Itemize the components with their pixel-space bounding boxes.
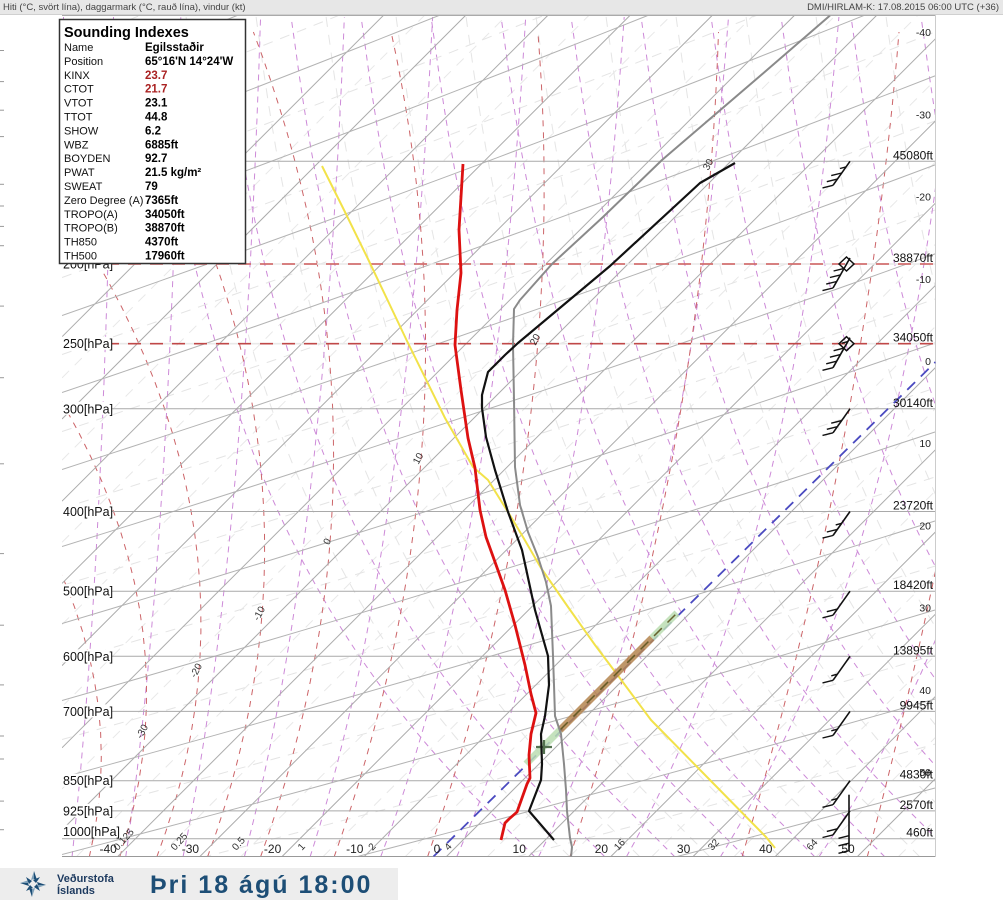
svg-text:30: 30 bbox=[677, 842, 691, 856]
svg-text:40: 40 bbox=[919, 685, 931, 697]
svg-text:21.5 kg/m²: 21.5 kg/m² bbox=[145, 167, 201, 179]
svg-text:SWEAT: SWEAT bbox=[64, 181, 103, 193]
svg-text:-40: -40 bbox=[916, 27, 931, 39]
svg-text:250[hPa]: 250[hPa] bbox=[63, 337, 113, 351]
svg-text:4370ft: 4370ft bbox=[145, 237, 178, 249]
svg-text:6885ft: 6885ft bbox=[145, 139, 178, 151]
svg-text:18420ft: 18420ft bbox=[893, 578, 934, 592]
svg-text:92.7: 92.7 bbox=[145, 153, 167, 165]
svg-text:400[hPa]: 400[hPa] bbox=[63, 505, 113, 519]
svg-text:DMI/HIRLAM-K: 17.08.2015 06:00: DMI/HIRLAM-K: 17.08.2015 06:00 UTC (+36) bbox=[807, 2, 999, 13]
svg-text:30: 30 bbox=[919, 603, 931, 615]
svg-text:17960ft: 17960ft bbox=[145, 251, 185, 263]
svg-text:20: 20 bbox=[919, 520, 931, 532]
svg-text:23720ft: 23720ft bbox=[893, 499, 934, 513]
svg-text:700[hPa]: 700[hPa] bbox=[63, 705, 113, 719]
svg-text:TTOT: TTOT bbox=[64, 112, 93, 124]
svg-text:0: 0 bbox=[434, 842, 441, 856]
svg-text:Hiti (°C, svört lína), daggarm: Hiti (°C, svört lína), daggarmark (°C, r… bbox=[3, 2, 246, 13]
svg-text:23.1: 23.1 bbox=[145, 98, 168, 110]
svg-text:34050ft: 34050ft bbox=[893, 331, 934, 345]
svg-text:Veðurstofa: Veðurstofa bbox=[57, 873, 115, 885]
svg-text:TH500: TH500 bbox=[64, 251, 97, 263]
svg-text:10: 10 bbox=[919, 438, 931, 450]
svg-text:CTOT: CTOT bbox=[64, 84, 94, 96]
svg-text:300[hPa]: 300[hPa] bbox=[63, 402, 113, 416]
svg-text:BOYDEN: BOYDEN bbox=[64, 153, 111, 165]
svg-text:23.7: 23.7 bbox=[145, 70, 167, 82]
svg-text:20: 20 bbox=[595, 842, 609, 856]
svg-text:0: 0 bbox=[322, 536, 335, 546]
svg-text:Íslands: Íslands bbox=[57, 884, 95, 897]
svg-text:4830ft: 4830ft bbox=[900, 768, 934, 782]
svg-text:Name: Name bbox=[64, 42, 93, 54]
svg-text:Zero Degree (A): Zero Degree (A) bbox=[64, 195, 143, 207]
svg-text:2570ft: 2570ft bbox=[900, 798, 934, 812]
svg-text:21.7: 21.7 bbox=[145, 84, 167, 96]
svg-text:-30: -30 bbox=[182, 842, 200, 856]
svg-text:38870ft: 38870ft bbox=[145, 223, 185, 235]
svg-text:-20: -20 bbox=[264, 842, 282, 856]
svg-text:4: 4 bbox=[443, 841, 455, 853]
svg-text:SHOW: SHOW bbox=[64, 125, 99, 137]
svg-text:Position: Position bbox=[64, 56, 103, 68]
svg-text:1: 1 bbox=[296, 841, 308, 853]
svg-text:600[hPa]: 600[hPa] bbox=[63, 650, 113, 664]
svg-text:VTOT: VTOT bbox=[64, 98, 93, 110]
svg-text:40: 40 bbox=[759, 842, 773, 856]
svg-text:500[hPa]: 500[hPa] bbox=[63, 585, 113, 599]
svg-text:-30: -30 bbox=[916, 109, 931, 121]
svg-text:1000[hPa]: 1000[hPa] bbox=[63, 825, 120, 839]
svg-text:30140ft: 30140ft bbox=[893, 396, 934, 410]
svg-text:KINX: KINX bbox=[64, 70, 90, 82]
svg-text:45080ft: 45080ft bbox=[893, 148, 934, 162]
svg-text:TROPO(B): TROPO(B) bbox=[64, 223, 118, 235]
svg-text:TH850: TH850 bbox=[64, 237, 97, 249]
svg-text:6.2: 6.2 bbox=[145, 125, 161, 137]
svg-text:Sounding Indexes: Sounding Indexes bbox=[64, 25, 189, 41]
svg-text:850[hPa]: 850[hPa] bbox=[63, 774, 113, 788]
svg-text:-40: -40 bbox=[100, 842, 118, 856]
svg-text:WBZ: WBZ bbox=[64, 139, 89, 151]
svg-text:20: 20 bbox=[528, 332, 543, 347]
svg-text:460ft: 460ft bbox=[906, 826, 933, 840]
svg-text:65°16'N 14°24'W: 65°16'N 14°24'W bbox=[145, 56, 233, 68]
svg-text:10: 10 bbox=[513, 842, 527, 856]
svg-text:30: 30 bbox=[701, 157, 716, 172]
svg-text:TROPO(A): TROPO(A) bbox=[64, 209, 118, 221]
svg-text:44.8: 44.8 bbox=[145, 112, 168, 124]
svg-text:0: 0 bbox=[925, 356, 931, 368]
svg-text:-10: -10 bbox=[916, 274, 931, 286]
svg-text:Þri 18 ágú 18:00: Þri 18 ágú 18:00 bbox=[150, 871, 372, 899]
svg-text:-10: -10 bbox=[346, 842, 364, 856]
svg-text:10: 10 bbox=[411, 451, 426, 466]
svg-text:9945ft: 9945ft bbox=[900, 698, 934, 712]
svg-text:13895ft: 13895ft bbox=[893, 643, 934, 657]
svg-text:2: 2 bbox=[367, 841, 379, 853]
svg-text:Egilsstaðir: Egilsstaðir bbox=[145, 42, 204, 54]
svg-text:34050ft: 34050ft bbox=[145, 209, 185, 221]
svg-text:-20: -20 bbox=[916, 192, 931, 204]
svg-text:50: 50 bbox=[919, 767, 931, 779]
svg-text:925[hPa]: 925[hPa] bbox=[63, 804, 113, 818]
svg-text:PWAT: PWAT bbox=[64, 167, 95, 179]
svg-text:50: 50 bbox=[841, 842, 855, 856]
svg-text:7365ft: 7365ft bbox=[145, 195, 178, 207]
svg-text:38870ft: 38870ft bbox=[893, 251, 934, 265]
svg-text:79: 79 bbox=[145, 181, 158, 193]
